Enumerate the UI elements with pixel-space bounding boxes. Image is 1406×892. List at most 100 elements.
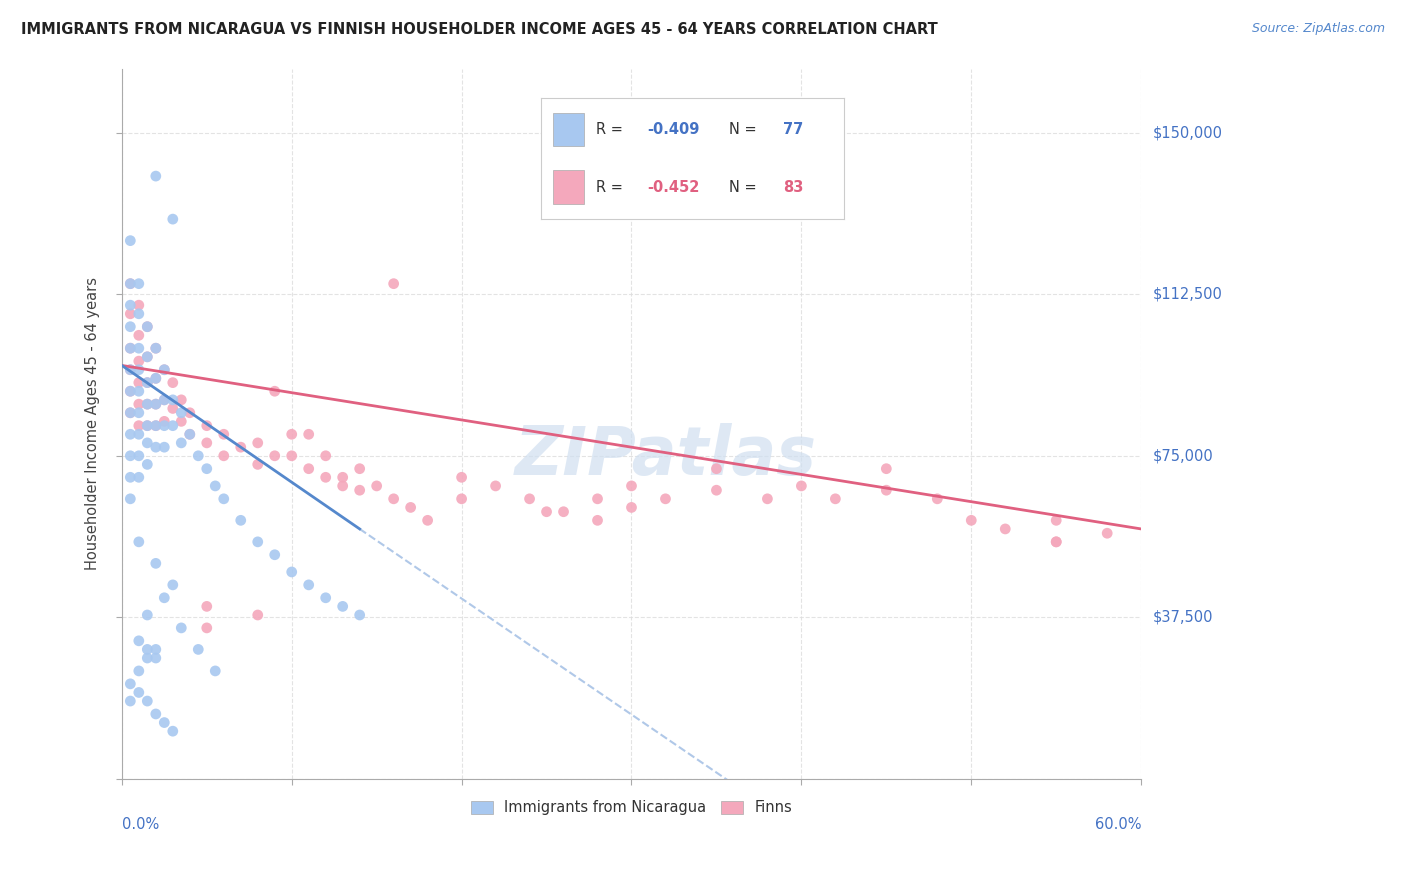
Point (120, 319, 142, 334)
Point (204, 664, 226, 678)
Point (145, 642, 167, 657)
Point (120, 234, 142, 248)
Point (120, 384, 142, 399)
Point (128, 664, 150, 678)
Point (120, 406, 142, 420)
Point (298, 578, 321, 592)
Point (128, 534, 150, 549)
Point (875, 461, 897, 475)
Point (128, 406, 150, 420)
Point (280, 449, 302, 463)
Point (246, 436, 269, 450)
Point (212, 427, 235, 442)
Point (315, 470, 337, 484)
Point (706, 483, 728, 498)
Point (120, 406, 142, 420)
Point (136, 651, 159, 665)
Point (280, 565, 302, 579)
Point (994, 522, 1017, 536)
Point (120, 427, 142, 442)
Point (315, 591, 337, 605)
Point (153, 362, 176, 376)
Point (153, 392, 176, 407)
Y-axis label: Householder Income Ages 45 - 64 years: Householder Income Ages 45 - 64 years (86, 277, 100, 570)
Point (170, 436, 193, 450)
Point (450, 491, 472, 506)
Point (195, 461, 218, 475)
Point (349, 461, 371, 475)
Point (246, 458, 269, 472)
Text: 77: 77 (783, 122, 803, 137)
Text: $112,500: $112,500 (1153, 287, 1222, 301)
Text: Source: ZipAtlas.com: Source: ZipAtlas.com (1251, 22, 1385, 36)
Point (145, 397, 167, 411)
Point (927, 491, 949, 506)
Point (145, 371, 167, 385)
Point (145, 651, 167, 665)
Point (706, 461, 728, 475)
Point (128, 384, 150, 399)
Point (145, 706, 167, 721)
Point (120, 341, 142, 355)
Point (120, 449, 142, 463)
Point (382, 491, 405, 506)
Point (399, 500, 422, 515)
Point (128, 427, 150, 442)
Text: 60.0%: 60.0% (1095, 817, 1142, 832)
Point (875, 483, 897, 498)
Point (136, 397, 159, 411)
Point (484, 479, 506, 493)
Point (128, 418, 150, 433)
Point (120, 277, 142, 291)
Point (382, 277, 405, 291)
Point (128, 307, 150, 321)
Point (128, 685, 150, 699)
Point (153, 418, 176, 433)
Point (145, 371, 167, 385)
Point (332, 479, 354, 493)
Text: N =: N = (728, 122, 761, 137)
Text: 83: 83 (783, 179, 803, 194)
Point (136, 319, 159, 334)
Point (128, 341, 150, 355)
Point (366, 479, 388, 493)
Point (349, 607, 371, 622)
Text: N =: N = (728, 179, 761, 194)
Point (136, 397, 159, 411)
Point (136, 458, 159, 472)
Point (145, 169, 167, 183)
Point (120, 694, 142, 708)
Point (136, 642, 159, 657)
Point (187, 642, 209, 657)
Point (263, 548, 285, 562)
Point (128, 470, 150, 484)
Text: IMMIGRANTS FROM NICARAGUA VS FINNISH HOUSEHOLDER INCOME AGES 45 - 64 YEARS CORRE: IMMIGRANTS FROM NICARAGUA VS FINNISH HOU… (21, 22, 938, 37)
Point (790, 479, 813, 493)
Point (162, 418, 184, 433)
Point (179, 406, 201, 420)
Point (145, 341, 167, 355)
Text: R =: R = (596, 179, 627, 194)
Point (586, 513, 609, 527)
Point (128, 298, 150, 312)
Text: 0.0%: 0.0% (122, 817, 159, 832)
Point (1045, 534, 1067, 549)
Point (332, 470, 354, 484)
Point (1095, 526, 1118, 541)
Point (145, 440, 167, 454)
Point (128, 397, 150, 411)
Point (519, 491, 541, 506)
Point (136, 418, 159, 433)
Point (120, 362, 142, 376)
Point (212, 449, 235, 463)
Point (153, 440, 176, 454)
Point (153, 715, 176, 730)
Point (298, 461, 321, 475)
Point (170, 414, 193, 428)
Point (145, 418, 167, 433)
Point (136, 350, 159, 364)
Text: -0.409: -0.409 (647, 122, 700, 137)
Point (128, 449, 150, 463)
Point (120, 362, 142, 376)
Point (179, 427, 201, 442)
